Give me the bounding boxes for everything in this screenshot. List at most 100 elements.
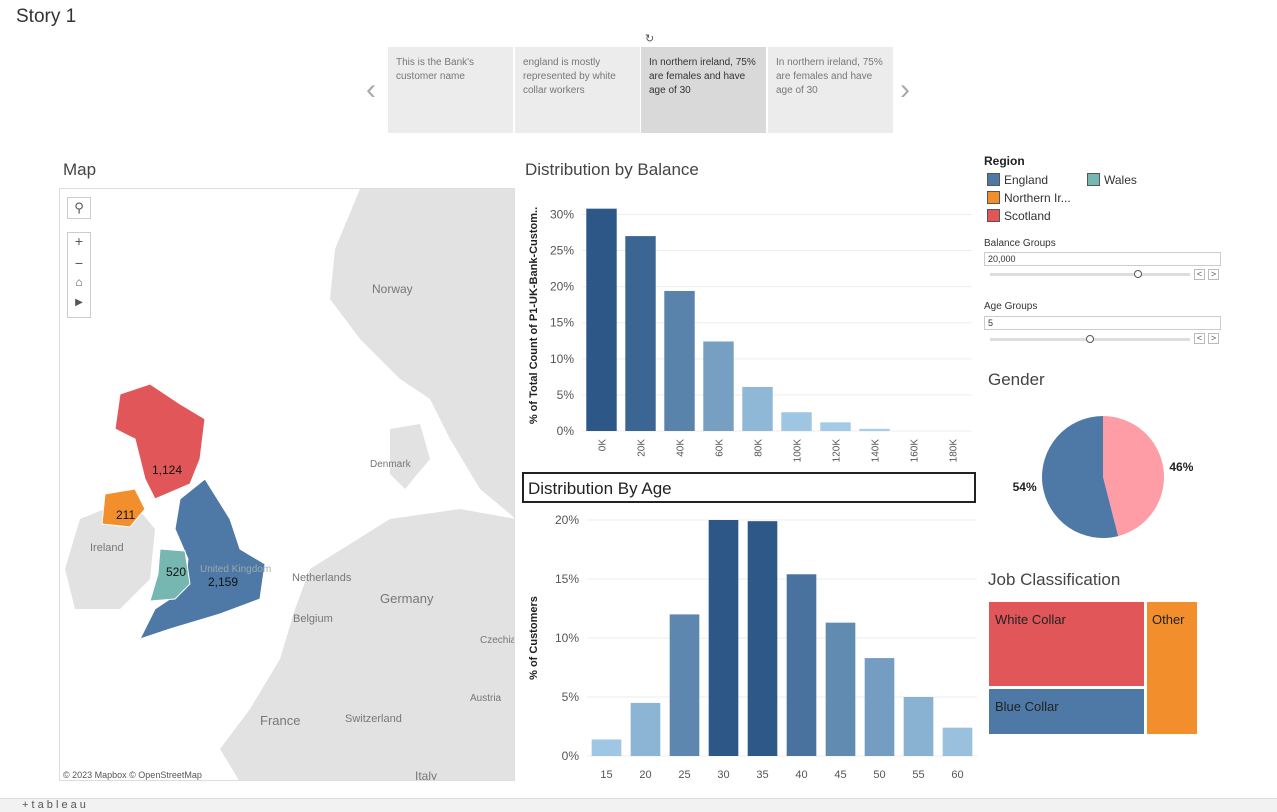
place-label: Italy	[415, 769, 437, 781]
x-tick-label: 55	[912, 769, 924, 781]
balance-chart[interactable]: % of Total Count of P1-UK-Bank-Custom.. 0…	[522, 190, 977, 465]
place-label: United Kingdom	[200, 564, 271, 575]
age-groups-slider-knob[interactable]	[1086, 335, 1094, 343]
story-point-1[interactable]: This is the Bank's customer name	[388, 47, 513, 133]
balance-decrement-button[interactable]: <	[1194, 269, 1205, 280]
treemap-label-white-collar: White Collar	[995, 612, 1066, 627]
place-label: France	[260, 713, 300, 728]
bar[interactable]	[664, 290, 695, 431]
place-label: Ireland	[90, 542, 124, 554]
age-increment-button[interactable]: >	[1208, 333, 1219, 344]
x-tick-label: 35	[756, 769, 768, 781]
x-tick-label: 100K	[793, 439, 804, 463]
bar[interactable]	[630, 702, 661, 756]
bar[interactable]	[742, 386, 773, 431]
scandinavia-land	[330, 189, 514, 518]
bar[interactable]	[625, 236, 656, 431]
pie-slice[interactable]	[1042, 416, 1119, 538]
legend-swatch-england[interactable]	[987, 173, 1000, 186]
pie-slice[interactable]	[1103, 416, 1164, 537]
story-point-4[interactable]: In northern ireland, 75% are females and…	[768, 47, 893, 133]
search-icon[interactable]: ⚲	[67, 197, 91, 219]
balance-chart-title: Distribution by Balance	[525, 160, 699, 179]
legend-label-scotland[interactable]: Scotland	[1004, 209, 1051, 223]
y-tick-label: 15%	[550, 316, 574, 330]
age-chart-title: Distribution By Age	[528, 479, 672, 498]
legend-swatch-scotland[interactable]	[987, 209, 1000, 222]
legend-label-wales[interactable]: Wales	[1104, 173, 1137, 187]
x-tick-label: 25	[678, 769, 690, 781]
northern-ireland-region	[101, 488, 146, 528]
x-tick-label: 80K	[754, 439, 765, 457]
age-decrement-button[interactable]: <	[1194, 333, 1205, 344]
place-label: Czechia	[480, 635, 515, 646]
gender-chart[interactable]: 46% 54%	[990, 400, 1220, 550]
y-tick-label: 0%	[562, 749, 580, 763]
treemap-other[interactable]: Other	[1146, 601, 1198, 735]
age-groups-input[interactable]: 5	[984, 316, 1221, 330]
balance-groups-label: Balance Groups	[984, 238, 1056, 249]
scotland-region	[114, 383, 206, 500]
wales-region	[149, 548, 191, 602]
chevron-left-icon[interactable]: ‹	[366, 73, 376, 106]
chevron-right-icon[interactable]: ›	[900, 73, 910, 106]
bar[interactable]	[669, 614, 700, 756]
y-tick-label: 25%	[550, 244, 574, 258]
pie-label: 54%	[1013, 480, 1037, 494]
treemap-white-collar[interactable]: White Collar	[988, 601, 1145, 687]
age-chart[interactable]: % of Customers 0% 5% 10% 15% 20% 15 20 25 30 35 40 4…	[522, 506, 977, 790]
pie-label: 46%	[1169, 460, 1193, 474]
bar[interactable]	[786, 574, 817, 756]
story-point-3[interactable]: In northern ireland, 75% are females and…	[641, 47, 766, 133]
x-tick-label: 140K	[871, 439, 882, 463]
legend-label-northern-ireland[interactable]: Northern Ir...	[1004, 191, 1071, 205]
bar[interactable]	[825, 622, 856, 756]
bar[interactable]	[708, 520, 739, 756]
age-chart-title-box	[522, 472, 976, 503]
bar[interactable]	[903, 697, 934, 756]
play-icon[interactable]: ▶	[75, 297, 83, 308]
bar[interactable]	[586, 208, 617, 431]
balance-increment-button[interactable]: >	[1208, 269, 1219, 280]
bar[interactable]	[747, 521, 778, 756]
x-tick-label: 20K	[637, 439, 648, 457]
bar[interactable]	[591, 739, 622, 756]
y-tick-label: 20%	[555, 513, 579, 527]
bar[interactable]	[859, 428, 890, 431]
bar[interactable]	[864, 658, 895, 756]
balance-groups-slider-knob[interactable]	[1134, 270, 1142, 278]
map-view[interactable]: Norway Denmark Ireland United Kingdom Ne…	[59, 188, 515, 781]
denmark-land	[390, 424, 430, 489]
region-value-northern-ireland: 211	[116, 508, 135, 522]
region-value-wales: 520	[166, 565, 186, 579]
balance-groups-slider[interactable]	[990, 273, 1190, 276]
x-tick-label: 50	[873, 769, 885, 781]
y-tick-label: 20%	[550, 280, 574, 294]
home-icon[interactable]: ⌂	[75, 275, 83, 289]
zoom-out-icon[interactable]: −	[74, 255, 84, 271]
bar[interactable]	[820, 422, 851, 431]
legend-swatch-northern-ireland[interactable]	[987, 191, 1000, 204]
age-groups-label: Age Groups	[984, 301, 1038, 312]
job-chart-title: Job Classification	[988, 570, 1121, 589]
treemap-blue-collar[interactable]: Blue Collar	[988, 688, 1145, 735]
legend-label-england[interactable]: England	[1004, 173, 1049, 187]
x-tick-label: 60K	[715, 439, 726, 457]
zoom-in-icon[interactable]: +	[74, 233, 84, 249]
bottom-toolbar: + t a b l e a u	[0, 798, 1277, 812]
bar[interactable]	[703, 341, 734, 431]
place-label: Germany	[380, 591, 434, 606]
x-tick-label: 20	[639, 769, 651, 781]
bar[interactable]	[942, 727, 973, 756]
legend-swatch-wales[interactable]	[1087, 173, 1100, 186]
refresh-icon[interactable]: ↻	[645, 33, 655, 45]
story-point-2[interactable]: england is mostly represented by white c…	[515, 47, 640, 133]
x-tick-label: 15	[600, 769, 612, 781]
bar[interactable]	[781, 412, 812, 431]
x-tick-label: 40K	[676, 439, 687, 457]
place-label: Denmark	[370, 459, 412, 470]
map-attribution: © 2023 Mapbox © OpenStreetMap	[63, 770, 202, 780]
treemap-label-blue-collar: Blue Collar	[995, 699, 1059, 714]
balance-groups-input[interactable]: 20,000	[984, 252, 1221, 266]
map-canvas: Norway Denmark Ireland United Kingdom Ne…	[60, 189, 515, 781]
